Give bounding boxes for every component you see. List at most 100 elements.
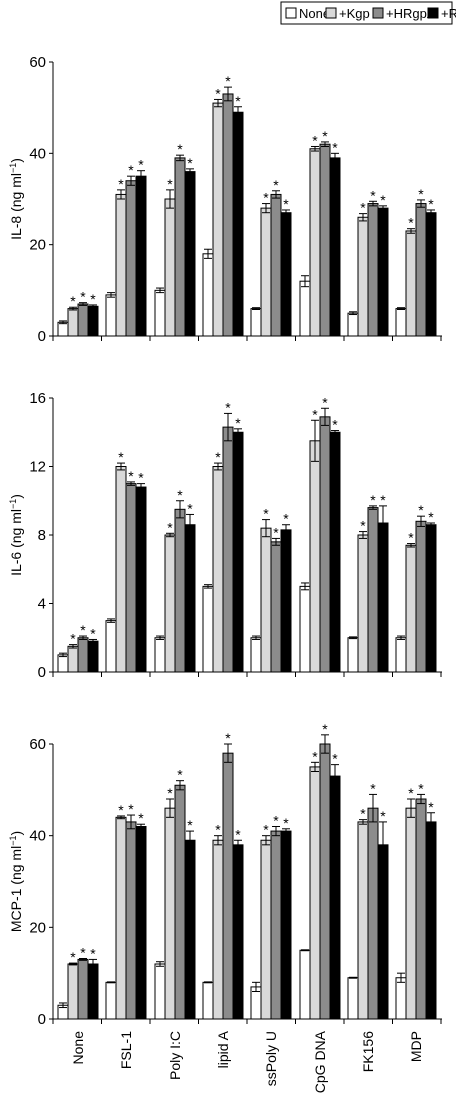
significance-asterisk: * <box>322 721 328 737</box>
significance-asterisk: * <box>118 449 124 465</box>
bar-kgp-poly-i-c <box>164 534 176 673</box>
bar-rgpb-sspoly-u <box>280 212 292 337</box>
y-axis-title-close: ) <box>8 831 24 836</box>
significance-asterisk: * <box>187 155 193 171</box>
bar-hrgpa-sspoly-u <box>270 541 282 673</box>
y-tick-label: 40 <box>29 145 46 162</box>
y-axis-title-text: MCP-1 (ng ml <box>8 846 24 932</box>
significance-asterisk: * <box>167 785 173 801</box>
bar-kgp-fsl-1 <box>115 466 127 673</box>
bar-rgpb-mdp <box>425 212 437 337</box>
bar-hrgpa-lipid-a <box>222 752 234 1020</box>
significance-asterisk: * <box>418 502 424 518</box>
significance-asterisk: * <box>332 417 338 433</box>
bar-none-mdp <box>395 308 407 337</box>
bar-none-mdp <box>395 637 407 673</box>
bar-none-poly-i-c <box>154 289 166 337</box>
bar-rgpb-lipid-a <box>232 844 244 1020</box>
significance-asterisk: * <box>235 93 241 109</box>
bar-kgp-none <box>67 645 79 673</box>
significance-asterisk: * <box>70 293 76 309</box>
significance-asterisk: * <box>215 85 221 101</box>
bar-none-cpg-dna <box>299 949 311 1020</box>
bar-kgp-cpg-dna <box>309 766 321 1020</box>
bar-none-none <box>57 654 69 673</box>
y-axis-title-text: IL-8 (ng ml <box>8 173 24 240</box>
significance-asterisk: * <box>118 802 124 818</box>
significance-asterisk: * <box>90 291 96 307</box>
x-category-label: CpG DNA <box>312 1030 328 1093</box>
significance-asterisk: * <box>70 631 76 647</box>
significance-asterisk: * <box>138 157 144 173</box>
bar-none-sspoly-u <box>250 637 262 673</box>
bar-kgp-cpg-dna <box>309 440 321 673</box>
bar-kgp-mdp <box>405 544 417 673</box>
x-category-label: ssPoly U <box>263 1031 279 1086</box>
bar-hrgpa-none <box>77 958 89 1020</box>
bar-hrgpa-poly-i-c <box>174 508 186 673</box>
x-category-label: FK156 <box>360 1031 376 1072</box>
bar-kgp-cpg-dna <box>309 148 321 337</box>
significance-asterisk: * <box>283 815 289 831</box>
bar-hrgpa-lipid-a <box>222 426 234 673</box>
bar-hrgpa-fsl-1 <box>125 821 137 1020</box>
significance-asterisk: * <box>380 808 386 824</box>
bar-kgp-fsl-1 <box>115 816 127 1020</box>
bar-rgpb-lipid-a <box>232 431 244 673</box>
significance-asterisk: * <box>215 449 221 465</box>
bar-kgp-mdp <box>405 807 417 1020</box>
bar-rgpb-cpg-dna <box>329 431 341 673</box>
significance-asterisk: * <box>80 945 86 961</box>
legend-swatch-2 <box>325 7 337 19</box>
bar-none-poly-i-c <box>154 637 166 673</box>
bar-none-fsl-1 <box>105 620 117 673</box>
bar-rgpb-mdp <box>425 524 437 673</box>
y-tick-label: 60 <box>29 736 46 753</box>
bar-hrgpa-mdp <box>415 798 427 1020</box>
y-tick-label: 0 <box>38 664 46 681</box>
significance-asterisk: * <box>273 524 279 540</box>
bar-rgpb-sspoly-u <box>280 529 292 673</box>
bar-hrgpa-fk156 <box>367 507 379 673</box>
bar-kgp-lipid-a <box>212 839 224 1020</box>
y-axis-title: IL-6 (ng ml−1) <box>8 494 24 576</box>
significance-asterisk: * <box>225 399 231 415</box>
bar-kgp-mdp <box>405 230 417 337</box>
bar-kgp-sspoly-u <box>260 839 272 1020</box>
y-axis-title-unit-exponent: −1 <box>8 163 18 173</box>
bar-hrgpa-fk156 <box>367 807 379 1020</box>
significance-asterisk: * <box>118 176 124 192</box>
y-axis-title: IL-8 (ng ml−1) <box>8 158 24 240</box>
bar-none-lipid-a <box>202 585 214 673</box>
bar-rgpb-poly-i-c <box>184 171 196 337</box>
bar-none-cpg-dna <box>299 280 311 337</box>
bar-none-cpg-dna <box>299 585 311 673</box>
bar-rgpb-lipid-a <box>232 111 244 337</box>
bar-hrgpa-cpg-dna <box>319 416 331 673</box>
x-category-label: None <box>70 1031 86 1065</box>
bar-rgpb-mdp <box>425 821 437 1020</box>
bar-kgp-sspoly-u <box>260 527 272 673</box>
legend-label-4: +RgpB <box>441 6 456 21</box>
significance-asterisk: * <box>312 132 318 148</box>
y-tick-label: 40 <box>29 828 46 845</box>
bar-hrgpa-none <box>77 637 89 673</box>
y-axis-title-close: ) <box>8 494 24 499</box>
significance-asterisk: * <box>177 767 183 783</box>
bar-rgpb-fk156 <box>377 844 389 1020</box>
bar-hrgpa-fsl-1 <box>125 483 137 673</box>
bar-rgpb-fsl-1 <box>135 175 147 337</box>
significance-asterisk: * <box>322 394 328 410</box>
bar-hrgpa-mdp <box>415 520 427 673</box>
significance-asterisk: * <box>428 509 434 525</box>
significance-asterisk: * <box>167 176 173 192</box>
significance-asterisk: * <box>380 192 386 208</box>
bar-hrgpa-lipid-a <box>222 93 234 337</box>
bar-rgpb-fsl-1 <box>135 486 147 673</box>
y-tick-label: 20 <box>29 237 46 254</box>
significance-asterisk: * <box>360 806 366 822</box>
significance-asterisk: * <box>80 622 86 638</box>
significance-asterisk: * <box>283 196 289 212</box>
